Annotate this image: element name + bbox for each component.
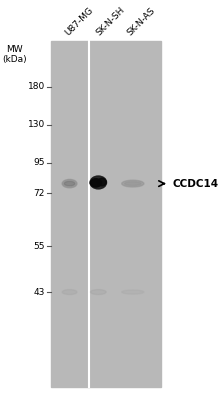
Text: 55: 55 — [33, 242, 45, 251]
Ellipse shape — [122, 180, 144, 187]
Text: 72: 72 — [33, 189, 45, 198]
Ellipse shape — [90, 179, 101, 187]
Text: U87-MG: U87-MG — [63, 5, 95, 37]
Text: 130: 130 — [28, 120, 45, 129]
Ellipse shape — [90, 176, 106, 189]
Ellipse shape — [125, 182, 141, 186]
Text: SK-N-AS: SK-N-AS — [126, 6, 157, 37]
Ellipse shape — [62, 180, 77, 188]
Text: SK-N-SH: SK-N-SH — [94, 5, 126, 37]
Text: 95: 95 — [33, 158, 45, 167]
Ellipse shape — [64, 181, 75, 186]
Ellipse shape — [122, 290, 144, 294]
Text: 43: 43 — [33, 288, 45, 296]
Bar — [51, 41, 161, 387]
Ellipse shape — [62, 290, 77, 294]
Ellipse shape — [90, 290, 106, 294]
Text: 180: 180 — [28, 82, 45, 91]
Text: CCDC14: CCDC14 — [172, 179, 218, 189]
Ellipse shape — [98, 178, 106, 186]
Text: MW
(kDa): MW (kDa) — [2, 45, 27, 64]
